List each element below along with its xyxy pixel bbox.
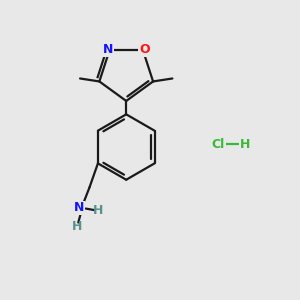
Text: H: H xyxy=(72,220,82,233)
Text: O: O xyxy=(139,44,150,56)
Text: N: N xyxy=(74,202,84,214)
Text: N: N xyxy=(103,44,113,56)
Text: H: H xyxy=(92,203,103,217)
Text: H: H xyxy=(240,138,250,151)
Text: Cl: Cl xyxy=(212,138,225,151)
